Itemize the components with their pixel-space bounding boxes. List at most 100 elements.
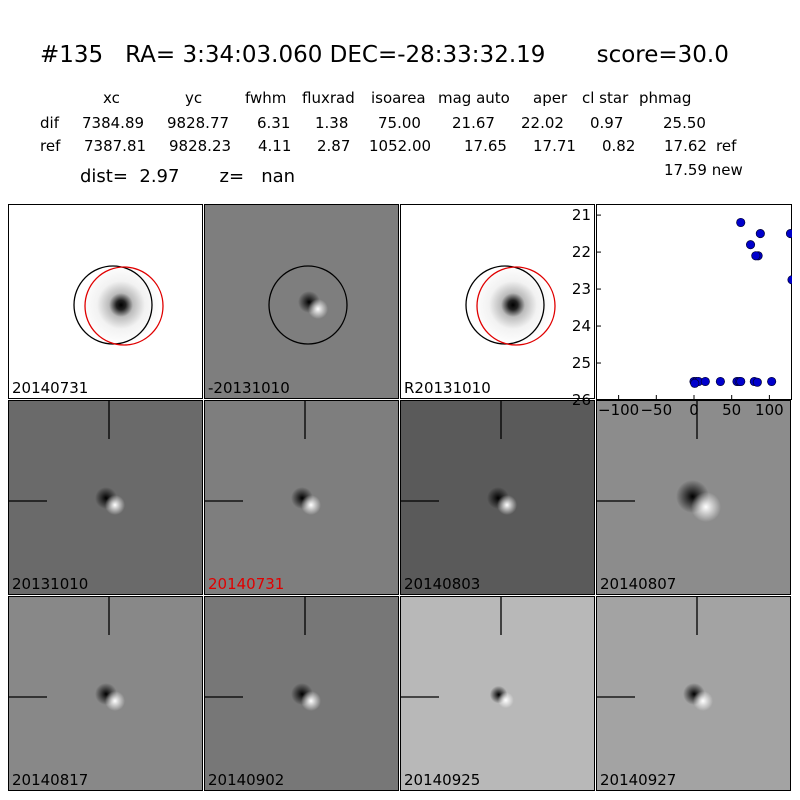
- dipole-positive-lobe: [497, 692, 514, 709]
- dipole-positive-lobe: [301, 691, 321, 711]
- stamp-date-label: 20140731: [208, 575, 285, 593]
- dif-aper: 22.02: [521, 114, 564, 132]
- aperture-circle-red: [84, 266, 164, 346]
- col-header-xc: xc: [103, 89, 120, 107]
- stamp-panel: 20131010: [8, 400, 203, 595]
- data-point: [690, 378, 700, 388]
- col-header-cl-star: cl star: [582, 89, 629, 107]
- stamp-date-label: -20131010: [208, 379, 290, 397]
- x-tick-label: 0: [689, 401, 699, 419]
- data-point: [787, 275, 792, 285]
- stamp-panel: 20140927: [596, 596, 791, 791]
- ref-aper: 17.71: [533, 137, 576, 155]
- dipole-positive-lobe: [105, 495, 125, 515]
- ref-mag-auto: 17.65: [464, 137, 507, 155]
- x-tick-label: −50: [640, 401, 673, 419]
- col-header-fluxrad: fluxrad: [302, 89, 355, 107]
- y-tick-label: 25: [571, 354, 591, 373]
- row-label-ref: ref: [40, 137, 61, 155]
- data-point: [752, 377, 762, 387]
- stamp-image: [9, 597, 125, 711]
- data-point: [736, 217, 746, 228]
- dif-isoarea: 75.00: [378, 114, 421, 132]
- col-header-fwhm: fwhm: [245, 89, 287, 107]
- data-point: [751, 251, 761, 261]
- dipole-positive-lobe: [105, 691, 125, 711]
- data-point: [785, 229, 792, 239]
- dipole-positive-lobe: [693, 691, 713, 711]
- x-tick-label: −100: [598, 401, 640, 419]
- ref-yc: 9828.23: [169, 137, 232, 155]
- stamp-panel: 20140731: [8, 204, 203, 399]
- y-tick-label: 22: [571, 243, 591, 262]
- star-source: [81, 265, 161, 345]
- aperture-circle-black: [268, 265, 348, 345]
- aperture-circle-red: [476, 266, 556, 346]
- dif-yc: 9828.77: [167, 114, 230, 132]
- dif-mag-auto: 21.67: [452, 114, 495, 132]
- stamp-date-label: 20131010: [12, 575, 89, 593]
- dif-cl-star: 0.97: [590, 114, 624, 132]
- ref-cl-star: 0.82: [602, 137, 636, 155]
- dif-fluxrad: 1.38: [315, 114, 349, 132]
- dif-xc: 7384.89: [82, 114, 145, 132]
- y-tick-label: 23: [571, 280, 591, 299]
- star-source: [473, 265, 553, 345]
- ref-phmag: 17.62: [664, 137, 707, 155]
- stamp-panel: 20140731: [204, 400, 399, 595]
- stamp-image: [597, 597, 713, 711]
- dif-fwhm: 6.31: [257, 114, 291, 132]
- stamp-image: [401, 401, 517, 515]
- stamp-image: [73, 265, 164, 346]
- stamp-date-label: 20140731: [12, 379, 89, 397]
- col-header-yc: yc: [185, 89, 203, 107]
- stamp-date-label: 20140927: [600, 771, 677, 789]
- col-header-aper: aper: [533, 89, 568, 107]
- data-point: [736, 376, 746, 387]
- ref-phmag-suffix: ref: [716, 137, 737, 155]
- ref-fwhm: 4.11: [258, 137, 292, 155]
- stamp-date-label: 20140803: [404, 575, 481, 593]
- dipole-positive-lobe: [308, 299, 328, 319]
- stamp-image: [205, 597, 321, 711]
- stamp-date-label: 20140807: [600, 575, 677, 593]
- data-point: [700, 376, 710, 387]
- distance-redshift-line: dist= 2.97 z= nan: [80, 166, 296, 187]
- dipole-positive-lobe: [691, 492, 721, 522]
- stamp-image: [9, 401, 125, 515]
- col-header-mag-auto: mag auto: [438, 89, 510, 107]
- dipole-positive-lobe: [301, 495, 321, 515]
- y-tick-label: 24: [571, 317, 591, 336]
- data-point: [715, 376, 725, 387]
- y-tick-label: 21: [571, 206, 591, 225]
- x-tick-label: 100: [755, 401, 784, 419]
- stamp-date-label: 20140902: [208, 771, 285, 789]
- stamp-date-label: R20131010: [404, 379, 491, 397]
- data-point: [767, 376, 777, 387]
- detection-title: #135 RA= 3:34:03.060 DEC=-28:33:32.19 sc…: [40, 42, 729, 68]
- stamp-panel: -20131010: [204, 204, 399, 399]
- dipole-positive-lobe: [497, 495, 517, 515]
- stamp-image: [597, 401, 721, 522]
- stamp-image: [268, 265, 348, 345]
- ref-xc: 7387.81: [84, 137, 147, 155]
- row-label-dif: dif: [40, 114, 59, 132]
- ref-fluxrad: 2.87: [317, 137, 351, 155]
- stamp-image: [465, 265, 556, 346]
- data-point: [745, 240, 756, 250]
- stamp-panel: 20140817: [8, 596, 203, 791]
- stamp-panel: R20131010: [400, 204, 595, 399]
- col-header-isoarea: isoarea: [371, 89, 426, 107]
- stamp-panel: 20140803: [400, 400, 595, 595]
- stamp-image: [401, 597, 514, 709]
- magnitude-scatter-plot: [596, 204, 792, 400]
- data-point: [755, 229, 765, 239]
- stamp-panel: 20140925: [400, 596, 595, 791]
- stamp-panel: 20140807: [596, 400, 791, 595]
- stamp-image: [205, 401, 321, 515]
- dif-phmag: 25.50: [663, 114, 706, 132]
- col-header-phmag: phmag: [639, 89, 692, 107]
- stamp-panel: 20140902: [204, 596, 399, 791]
- stamp-date-label: 20140925: [404, 771, 481, 789]
- ref-isoarea: 1052.00: [369, 137, 432, 155]
